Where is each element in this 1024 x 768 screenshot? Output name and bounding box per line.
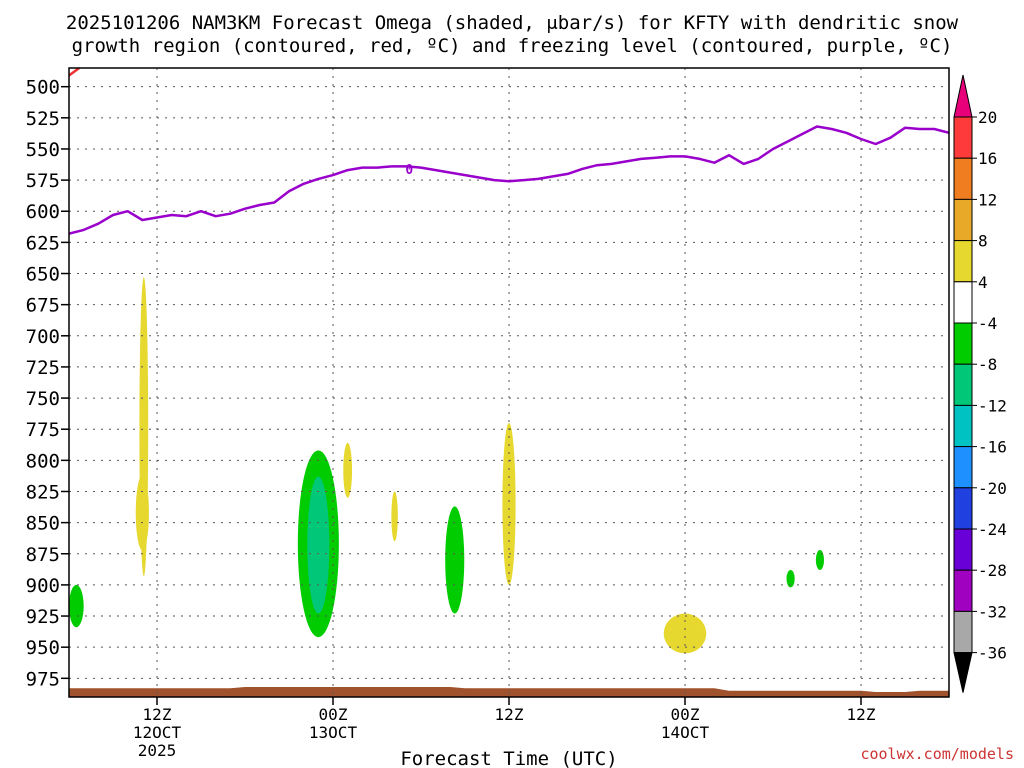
- y-tick-label: 500: [26, 77, 60, 99]
- colorbar-label: -12: [978, 396, 1007, 415]
- x-tick-label: 00Z: [319, 705, 348, 724]
- freezing-level-line: [69, 125, 949, 235]
- y-tick-label: 775: [26, 419, 60, 441]
- y-tick-label: 625: [26, 232, 60, 254]
- y-tick-label: 725: [26, 357, 60, 379]
- colorbar-legend: 20 16 12 8 4 -4 -8 -12 -16 -20 -24 -28 -32 -36: [953, 74, 1007, 693]
- y-tick-label: 800: [26, 450, 60, 472]
- x-tick-label: 13OCT: [309, 723, 358, 742]
- omega-region: [135, 475, 149, 551]
- colorbar-bin: [953, 610, 973, 654]
- omega-region: [445, 506, 465, 614]
- x-tick-label: 12Z: [143, 705, 172, 724]
- y-tick-label: 700: [26, 326, 60, 348]
- colorbar-label: -20: [978, 479, 1007, 498]
- plot-frame: [68, 67, 950, 698]
- colorbar-label: 20: [978, 108, 997, 127]
- x-axis-title: Forecast Time (UTC): [400, 748, 617, 768]
- colorbar-label: -8: [978, 355, 997, 374]
- y-tick-label: 900: [26, 575, 60, 597]
- y-tick-label: 925: [26, 606, 60, 628]
- x-tick-label: 12Z: [847, 705, 876, 724]
- y-tick-label: 850: [26, 513, 60, 535]
- y-tick-label: 875: [26, 544, 60, 566]
- dgz-contour-line: [69, 68, 81, 77]
- colorbar-bin: [953, 528, 973, 571]
- y-tick-label: 750: [26, 388, 60, 410]
- grid-lines: [69, 68, 949, 697]
- y-tick-label: 575: [26, 170, 60, 192]
- colorbar-bin: [953, 116, 973, 159]
- x-tick-label: 2025: [138, 741, 177, 760]
- colorbar-label: -16: [978, 438, 1007, 457]
- colorbar-bin: [953, 240, 973, 283]
- omega-region: [343, 442, 353, 498]
- y-tick-label: 550: [26, 139, 60, 161]
- x-tick-label: 14OCT: [661, 723, 710, 742]
- omega-region: [663, 613, 707, 654]
- y-tick-label: 650: [26, 264, 60, 286]
- colorbar-bin: [953, 157, 973, 200]
- plot-area: 0: [68, 67, 950, 698]
- colorbar-label: 8: [978, 232, 988, 251]
- colorbar-label: 12: [978, 190, 997, 209]
- y-tick-label: 525: [26, 108, 60, 130]
- colorbar-bin: [953, 322, 973, 365]
- x-tick-label: 12OCT: [133, 723, 182, 742]
- omega-region: [502, 422, 516, 585]
- x-tick-label: 00Z: [671, 705, 700, 724]
- colorbar-label: 16: [978, 149, 997, 168]
- omega-region: [69, 584, 84, 628]
- omega-region: [307, 476, 330, 614]
- omega-region: [391, 491, 398, 542]
- x-tick-label: 12Z: [495, 705, 524, 724]
- colorbar-bin: [953, 198, 973, 242]
- omega-shading: [69, 277, 825, 654]
- colorbar-label: -36: [978, 644, 1007, 663]
- chart-title-line1: 2025101206 NAM3KM Forecast Omega (shaded…: [66, 12, 959, 34]
- colorbar-bin: [953, 569, 973, 612]
- y-tick-label: 600: [26, 201, 60, 223]
- y-tick-label: 825: [26, 481, 60, 503]
- contour-lines: 0: [69, 68, 949, 235]
- colorbar-bin: [953, 281, 973, 324]
- freezing-level-label: 0: [405, 163, 413, 178]
- colorbar-label: -4: [978, 314, 997, 333]
- colorbar-label: 4: [978, 273, 988, 292]
- colorbar-bin: [953, 446, 973, 489]
- colorbar-bin: [953, 487, 973, 530]
- y-tick-label: 975: [26, 668, 60, 690]
- y-axis: 500 525 550 575 600 625 650 675 700 725 750 775 800 8…: [26, 77, 69, 690]
- y-tick-label: 675: [26, 295, 60, 317]
- colorbar-bin: [953, 404, 973, 448]
- colorbar-label: -32: [978, 602, 1007, 621]
- watermark-text: coolwx.com/models: [860, 745, 1014, 763]
- chart-title-line2: growth region (contoured, red, ºC) and f…: [72, 35, 953, 57]
- y-tick-label: 950: [26, 637, 60, 659]
- colorbar-top-arrow: [953, 74, 973, 118]
- colorbar-bin: [953, 363, 973, 406]
- colorbar-bottom-arrow: [953, 652, 973, 693]
- omega-region: [786, 569, 795, 588]
- omega-region: [815, 550, 825, 570]
- colorbar-label: -24: [978, 520, 1007, 539]
- colorbar-label: -28: [978, 561, 1007, 580]
